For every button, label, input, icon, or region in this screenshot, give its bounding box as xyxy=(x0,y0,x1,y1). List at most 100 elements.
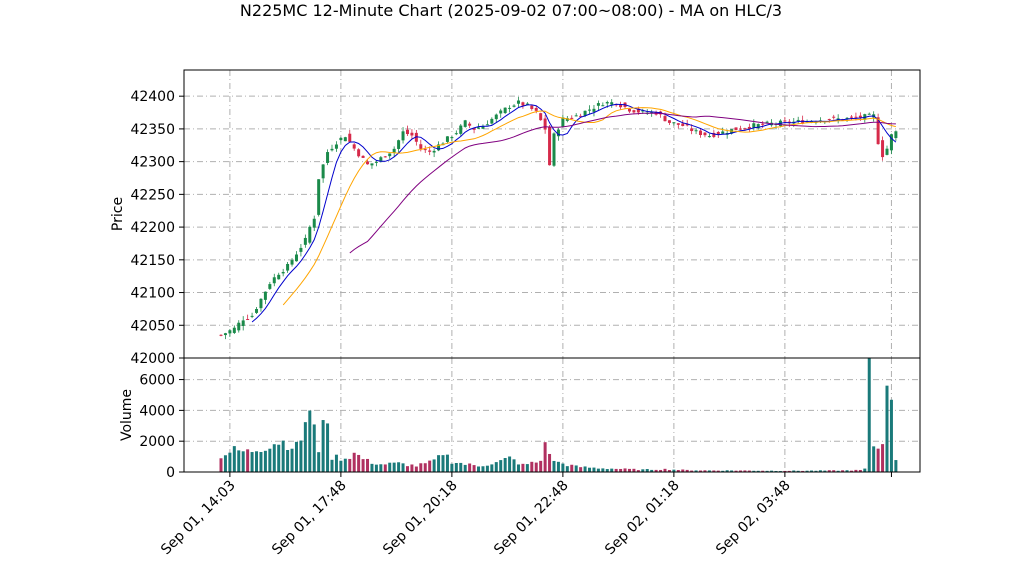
volume-bar xyxy=(681,469,685,472)
candle-body xyxy=(565,118,569,121)
candle-body xyxy=(219,334,223,336)
candle-body xyxy=(352,144,356,149)
volume-bar xyxy=(450,463,454,472)
candle-body xyxy=(796,119,800,121)
candle-body xyxy=(530,105,534,109)
volume-bar xyxy=(676,470,680,472)
candle-body xyxy=(423,149,427,151)
candle-body xyxy=(392,148,396,153)
candle-body xyxy=(810,121,814,123)
volume-bar xyxy=(730,470,734,472)
volume-bar xyxy=(579,467,583,472)
volume-bar xyxy=(667,470,671,472)
volume-bar xyxy=(854,469,858,472)
candle-body xyxy=(454,133,458,135)
volume-bar xyxy=(548,453,552,472)
candle-body xyxy=(881,140,885,158)
volume-bar xyxy=(894,460,898,472)
volume-bar xyxy=(561,463,565,472)
candle-body xyxy=(312,218,316,228)
volume-bar xyxy=(725,470,729,472)
price-tick-label: 42000 xyxy=(130,351,175,367)
volume-bar xyxy=(374,464,378,472)
volume-y-ticks: 0 2000 4000 6000 xyxy=(139,373,184,481)
candle-body xyxy=(521,102,525,106)
volume-bar xyxy=(414,466,418,472)
volume-bar xyxy=(228,452,232,472)
volume-bar xyxy=(867,358,871,472)
volume-bar xyxy=(392,462,396,472)
volume-bar xyxy=(539,460,543,472)
volume-bar xyxy=(312,424,316,472)
volume-bar xyxy=(272,444,276,472)
volume-bar xyxy=(632,468,636,472)
candle-body xyxy=(294,254,298,262)
candle-body xyxy=(330,148,334,151)
volume-bar xyxy=(348,458,352,472)
volume-tick-label: 2000 xyxy=(139,434,175,450)
volume-bar xyxy=(659,469,663,472)
volume-bar xyxy=(627,468,631,472)
candle-body xyxy=(894,131,898,139)
candle-body xyxy=(738,128,742,130)
candle-body xyxy=(690,128,694,132)
candle-body xyxy=(561,117,565,127)
candle-body xyxy=(663,116,667,122)
candle-body xyxy=(734,127,738,130)
candle-body xyxy=(445,136,449,142)
volume-bar xyxy=(383,464,387,472)
candle-body xyxy=(228,330,232,334)
candle-body xyxy=(716,132,720,135)
volume-bar xyxy=(405,466,409,472)
candle-body xyxy=(246,319,250,321)
candle-body xyxy=(361,155,365,158)
volume-tick-label: 6000 xyxy=(139,373,175,389)
volume-bar xyxy=(761,470,765,472)
volume-bar xyxy=(250,452,254,472)
volume-bar xyxy=(565,466,569,472)
candle-body xyxy=(583,110,587,116)
volume-bar xyxy=(259,451,263,472)
candle-body xyxy=(703,132,707,136)
candle-body xyxy=(237,322,241,331)
candle-body xyxy=(743,128,747,130)
volume-bar xyxy=(366,458,370,472)
moving-average-lines xyxy=(251,103,897,323)
volume-bar xyxy=(889,399,893,472)
volume-bar xyxy=(268,448,272,472)
volume-bar xyxy=(663,468,667,472)
candle-body xyxy=(299,247,303,252)
price-panel-frame xyxy=(183,69,921,359)
volume-bar xyxy=(774,470,778,472)
volume-bar xyxy=(738,470,742,472)
volume-bar xyxy=(601,468,605,472)
volume-bar xyxy=(605,469,609,472)
volume-bars xyxy=(219,358,898,472)
volume-bar xyxy=(805,470,809,472)
x-tick-label: Sep 01, 20:18 xyxy=(380,478,461,559)
volume-bar xyxy=(343,458,347,472)
candle-body xyxy=(525,103,529,105)
candle-body xyxy=(632,110,636,113)
candle-body xyxy=(534,107,538,111)
candle-body xyxy=(707,136,711,138)
volume-bar xyxy=(712,470,716,472)
volume-bar xyxy=(463,464,467,472)
volume-bar xyxy=(441,455,445,472)
volume-bar xyxy=(654,469,658,472)
candle-body xyxy=(485,124,489,126)
volume-bar xyxy=(836,470,840,472)
candle-body xyxy=(255,308,259,313)
volume-bar xyxy=(752,470,756,472)
volume-bar xyxy=(636,470,640,472)
volume-bar xyxy=(672,469,676,472)
volume-bar xyxy=(379,464,383,472)
candle-body xyxy=(712,132,716,137)
volume-bar xyxy=(432,459,436,472)
volume-bar xyxy=(801,470,805,472)
volume-bar xyxy=(596,468,600,472)
volume-grid xyxy=(184,358,920,472)
price-tick-label: 42350 xyxy=(130,122,175,138)
volume-bar xyxy=(792,470,796,472)
candle-body xyxy=(845,117,849,119)
